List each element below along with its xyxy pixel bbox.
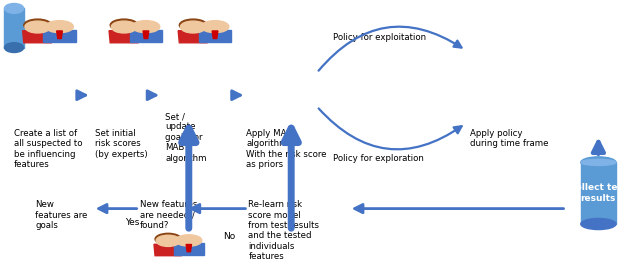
- Polygon shape: [173, 243, 204, 255]
- Polygon shape: [212, 31, 218, 39]
- Text: No: No: [223, 232, 235, 241]
- Bar: [581, 162, 616, 224]
- Circle shape: [112, 22, 136, 33]
- Polygon shape: [143, 31, 148, 39]
- Circle shape: [45, 21, 74, 33]
- Text: Set /
update
goals for
MAB
algorithm: Set / update goals for MAB algorithm: [165, 112, 207, 163]
- Circle shape: [201, 21, 229, 33]
- Polygon shape: [154, 244, 182, 256]
- Polygon shape: [178, 31, 208, 43]
- Text: Apply MAB
algorithm
With the risk score
as priors: Apply MAB algorithm With the risk score …: [246, 129, 327, 169]
- Polygon shape: [130, 30, 162, 42]
- Polygon shape: [199, 30, 231, 42]
- Circle shape: [157, 236, 180, 246]
- Text: Re-learn risk
score model
from test results
and the tested
individuals
features: Re-learn risk score model from test resu…: [248, 200, 319, 261]
- Text: Policy for exploration: Policy for exploration: [333, 154, 424, 163]
- Ellipse shape: [581, 218, 616, 230]
- Polygon shape: [109, 31, 139, 43]
- Text: Apply policy
during time frame: Apply policy during time frame: [470, 129, 549, 148]
- Polygon shape: [44, 30, 76, 42]
- Text: Set initial
risk scores
(by experts): Set initial risk scores (by experts): [95, 129, 147, 158]
- Circle shape: [25, 21, 51, 32]
- Circle shape: [24, 19, 51, 31]
- Circle shape: [180, 21, 206, 32]
- Circle shape: [111, 21, 137, 32]
- Circle shape: [181, 22, 205, 33]
- Circle shape: [110, 19, 138, 31]
- Polygon shape: [22, 31, 52, 43]
- Circle shape: [176, 235, 202, 246]
- Circle shape: [155, 233, 181, 245]
- Text: New features
are needed /
found?: New features are needed / found?: [140, 200, 197, 230]
- Circle shape: [156, 235, 180, 246]
- Polygon shape: [186, 244, 191, 252]
- Ellipse shape: [581, 157, 616, 168]
- Ellipse shape: [581, 159, 616, 165]
- Bar: [4, 8, 24, 48]
- Polygon shape: [57, 31, 63, 39]
- Circle shape: [132, 21, 160, 33]
- Text: Create a list of
all suspected to
be influencing
features: Create a list of all suspected to be inf…: [14, 129, 83, 169]
- Text: New
features are
goals: New features are goals: [35, 200, 88, 230]
- Text: Yes: Yes: [125, 218, 140, 227]
- Text: Collect test
results: Collect test results: [569, 183, 628, 203]
- Ellipse shape: [4, 43, 24, 53]
- Ellipse shape: [4, 4, 24, 13]
- Circle shape: [179, 19, 207, 31]
- Circle shape: [26, 22, 50, 33]
- Text: Policy for exploitation: Policy for exploitation: [333, 33, 426, 42]
